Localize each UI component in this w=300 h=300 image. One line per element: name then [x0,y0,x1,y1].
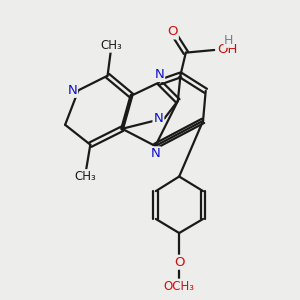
Text: OH: OH [218,44,238,56]
Text: O: O [167,26,178,38]
Text: CH₃: CH₃ [101,39,122,52]
Text: N: N [154,112,163,125]
Text: O: O [174,256,184,269]
Text: N: N [154,68,164,81]
Text: CH₃: CH₃ [74,170,96,183]
Text: OCH₃: OCH₃ [164,280,195,292]
Text: N: N [67,84,77,97]
Text: N: N [150,147,160,160]
Text: H: H [224,34,233,47]
